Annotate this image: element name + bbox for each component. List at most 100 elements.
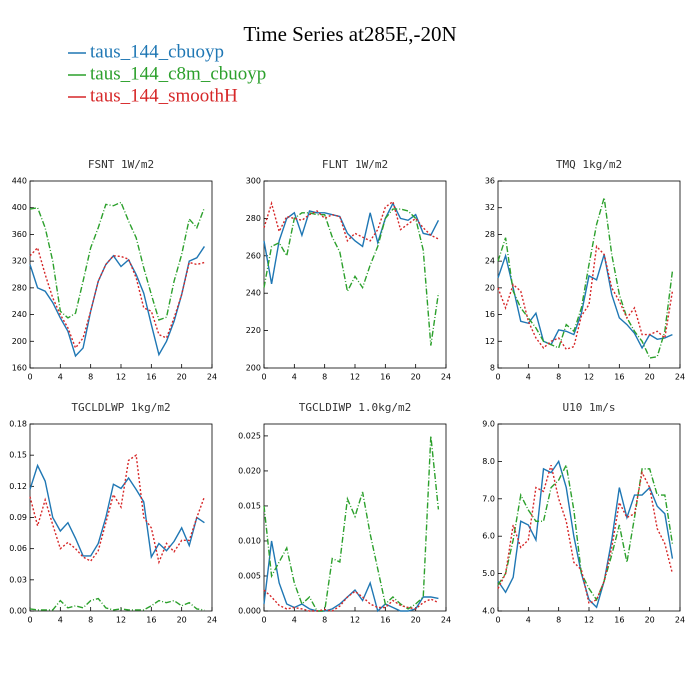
y-tick-label: 12 <box>485 337 495 346</box>
x-tick-label: 8 <box>322 616 327 625</box>
series-line <box>263 208 440 346</box>
x-tick-label: 4 <box>58 373 63 382</box>
y-tick-label: 0.03 <box>9 575 27 584</box>
panel-title: FLNT 1W/m2 <box>322 158 388 171</box>
series-line <box>263 201 440 284</box>
x-tick-label: 4 <box>292 616 297 625</box>
x-tick-label: 16 <box>146 616 156 625</box>
y-tick-label: 260 <box>246 251 261 260</box>
y-tick-label: 0.005 <box>238 571 261 580</box>
y-tick-label: 200 <box>12 337 27 346</box>
y-tick-label: 7.0 <box>482 494 495 503</box>
y-tick-label: 400 <box>12 203 27 212</box>
y-tick-label: 32 <box>485 203 495 212</box>
series-line <box>263 435 440 612</box>
y-tick-label: 280 <box>12 283 27 292</box>
x-tick-label: 16 <box>614 616 624 625</box>
x-tick-label: 24 <box>207 373 217 382</box>
y-tick-label: 360 <box>12 230 27 239</box>
panel-title: FSNT 1W/m2 <box>88 158 154 171</box>
x-tick-label: 20 <box>645 616 655 625</box>
series-line <box>497 253 673 350</box>
y-tick-label: 440 <box>12 177 27 186</box>
y-tick-label: 24 <box>485 257 495 266</box>
x-tick-label: 0 <box>495 616 500 625</box>
x-tick-label: 16 <box>614 373 624 382</box>
x-tick-label: 16 <box>380 616 390 625</box>
series-line <box>497 464 674 605</box>
series-line <box>29 597 205 611</box>
y-tick-label: 0.020 <box>238 466 261 475</box>
y-tick-label: 0.15 <box>9 451 27 460</box>
x-tick-label: 24 <box>207 616 217 625</box>
panel-title: TMQ 1kg/m2 <box>556 158 622 171</box>
y-tick-label: 320 <box>12 257 27 266</box>
x-tick-label: 12 <box>116 616 126 625</box>
y-tick-label: 5.0 <box>482 569 495 578</box>
x-tick-label: 24 <box>675 373 685 382</box>
series-line <box>263 540 439 613</box>
x-tick-label: 12 <box>584 373 594 382</box>
legend-label: taus_144_c8m_cbuoyp <box>90 63 266 84</box>
x-tick-label: 8 <box>322 373 327 382</box>
x-tick-label: 4 <box>58 616 63 625</box>
y-tick-label: 200 <box>246 364 261 373</box>
y-tick-label: 8.0 <box>482 457 495 466</box>
series-line <box>29 453 206 565</box>
y-tick-label: 240 <box>12 310 27 319</box>
y-tick-label: 0.025 <box>238 431 261 440</box>
y-tick-label: 220 <box>246 326 261 335</box>
x-tick-label: 12 <box>350 373 360 382</box>
x-tick-label: 16 <box>146 373 156 382</box>
x-tick-label: 20 <box>411 616 421 625</box>
y-tick-label: 9.0 <box>482 420 495 429</box>
x-tick-label: 8 <box>88 616 93 625</box>
figure-title: Time Series at285E,-20N <box>243 22 456 46</box>
y-tick-label: 36 <box>485 177 495 186</box>
y-tick-label: 0.06 <box>9 544 27 553</box>
x-tick-label: 12 <box>116 373 126 382</box>
y-tick-label: 28 <box>485 230 495 239</box>
series-line <box>29 201 206 321</box>
x-tick-label: 0 <box>27 373 32 382</box>
legend-label: taus_144_cbuoyp <box>90 41 224 62</box>
x-tick-label: 0 <box>261 616 266 625</box>
x-tick-label: 24 <box>441 373 451 382</box>
x-tick-label: 16 <box>380 373 390 382</box>
x-tick-label: 0 <box>261 373 266 382</box>
y-tick-label: 6.0 <box>482 532 495 541</box>
panel-title: TGCLDLWP 1kg/m2 <box>71 401 170 414</box>
x-tick-label: 24 <box>441 616 451 625</box>
series-line <box>497 244 674 351</box>
y-tick-label: 0.18 <box>9 420 27 429</box>
x-tick-label: 8 <box>88 373 93 382</box>
y-tick-label: 0.000 <box>238 607 261 616</box>
y-tick-label: 0.010 <box>238 536 261 545</box>
x-tick-label: 8 <box>556 373 561 382</box>
x-tick-label: 4 <box>526 373 531 382</box>
series-line <box>497 462 674 602</box>
x-tick-label: 4 <box>526 616 531 625</box>
y-tick-label: 0.015 <box>238 501 261 510</box>
series-line <box>263 200 439 243</box>
y-tick-label: 4.0 <box>482 607 495 616</box>
x-tick-label: 20 <box>411 373 421 382</box>
x-tick-label: 20 <box>645 373 655 382</box>
x-tick-label: 20 <box>177 373 187 382</box>
y-tick-label: 240 <box>246 289 261 298</box>
x-tick-label: 0 <box>495 373 500 382</box>
x-tick-label: 12 <box>350 616 360 625</box>
y-tick-label: 0.09 <box>9 513 27 522</box>
y-tick-label: 0.00 <box>9 607 27 616</box>
y-tick-label: 160 <box>12 364 27 373</box>
series-line <box>29 246 205 350</box>
legend-label: taus_144_smoothH <box>90 85 238 106</box>
y-tick-label: 8 <box>490 364 495 373</box>
panel-title: U10 1m/s <box>563 401 616 414</box>
panel-title: TGCLDIWP 1.0kg/m2 <box>299 401 412 414</box>
series-line <box>263 589 439 612</box>
x-tick-label: 24 <box>675 616 685 625</box>
y-tick-label: 280 <box>246 214 261 223</box>
